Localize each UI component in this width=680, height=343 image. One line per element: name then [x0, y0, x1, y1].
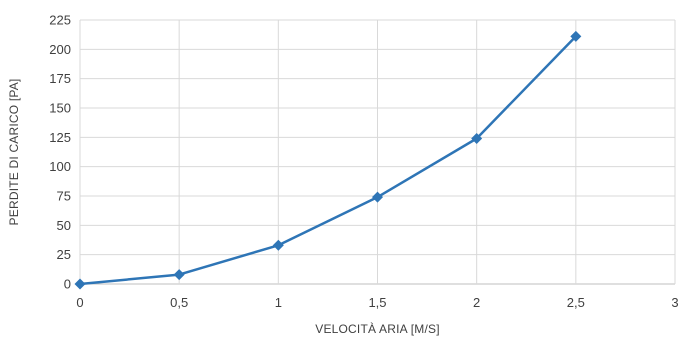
- data-point-marker: [471, 133, 483, 145]
- y-tick-label: 200: [49, 42, 71, 57]
- x-tick-label: 2: [473, 295, 480, 310]
- y-tick-label: 75: [57, 189, 71, 204]
- x-axis-tick-labels: 0 0,5 1 1,5 2 2,5 3: [76, 295, 678, 310]
- y-tick-label: 125: [49, 130, 71, 145]
- x-tick-label: 1: [275, 295, 282, 310]
- y-axis-title: PERDITE DI CARICO [PA]: [7, 79, 21, 226]
- x-tick-label: 3: [671, 295, 678, 310]
- x-tick-label: 0: [76, 295, 83, 310]
- data-point-marker: [173, 269, 185, 281]
- series-line: [79, 35, 577, 286]
- y-tick-label: 175: [49, 71, 71, 86]
- x-tick-label: 1,5: [368, 295, 386, 310]
- y-tick-label: 100: [49, 159, 71, 174]
- data-point-marker: [372, 191, 383, 203]
- data-point-marker: [272, 239, 284, 251]
- grid-lines: [79, 19, 676, 285]
- data-point-marker: [570, 30, 582, 42]
- y-tick-label: 25: [57, 247, 71, 262]
- y-tick-label: 150: [49, 101, 71, 116]
- y-tick-label: 0: [64, 277, 71, 292]
- y-tick-label: 225: [49, 13, 71, 28]
- series-group: [74, 30, 582, 290]
- y-tick-label: 50: [57, 218, 71, 233]
- x-axis-title: VELOCITÀ ARIA [M/S]: [315, 321, 440, 336]
- x-tick-label: 0,5: [170, 295, 188, 310]
- data-point-marker: [74, 278, 86, 290]
- x-tick-label: 2,5: [567, 295, 585, 310]
- y-axis-tick-labels: 0 25 50 75 100 125 150 175 200 225: [49, 13, 71, 292]
